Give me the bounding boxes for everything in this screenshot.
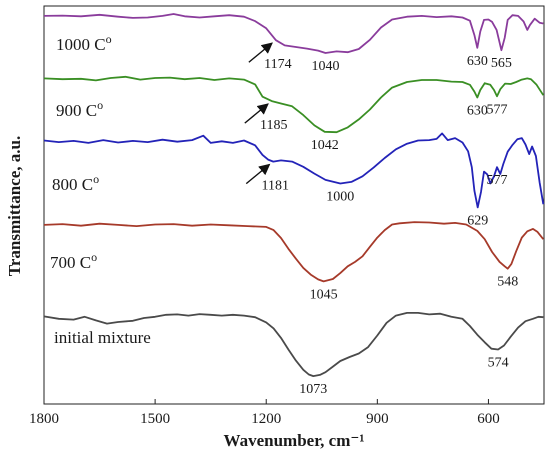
peak-label: 1000 <box>326 190 354 205</box>
peak-label: 630 <box>467 54 488 69</box>
series-label: 800 Co <box>52 172 99 194</box>
peak-label: 1042 <box>311 138 339 153</box>
series-label: 700 Co <box>50 250 97 272</box>
series-label: initial mixture <box>54 328 151 347</box>
peak-label: 1045 <box>310 287 338 302</box>
peak-arrow <box>248 42 273 63</box>
series-layer <box>43 13 545 377</box>
plot-border <box>43 5 545 405</box>
peak-label: 1185 <box>260 118 287 133</box>
peak-label: 630 <box>467 104 488 119</box>
series-line-1 <box>43 75 545 134</box>
peak-label: 1181 <box>262 179 289 194</box>
series-label: 900 Co <box>56 98 103 120</box>
x-tick-label: 1800 <box>29 411 59 427</box>
peak-arrow <box>245 163 271 185</box>
plot-frame <box>43 5 545 405</box>
x-tick-label: 900 <box>366 411 389 427</box>
peak-label: 1174 <box>264 57 291 72</box>
x-axis-title: Wavenumber, cm⁻¹ <box>224 431 365 450</box>
peak-label: 565 <box>491 56 512 71</box>
peak-label: 577 <box>486 173 507 188</box>
peak-label: 548 <box>497 275 518 290</box>
y-axis-title: Transmittance, a.u. <box>5 136 24 276</box>
series-line-3 <box>43 221 545 283</box>
peak-label: 577 <box>486 102 507 117</box>
x-tick-label: 600 <box>477 411 500 427</box>
x-axis: 1800 1500 1200 900 600 <box>29 399 500 427</box>
series-label-layer: 1000 Co 900 Co 800 Co 700 Co initial mixture <box>50 32 151 347</box>
peak-arrow <box>244 103 269 124</box>
x-tick-label: 1500 <box>140 411 170 427</box>
peak-label: 574 <box>488 355 509 370</box>
series-line-4 <box>43 312 544 377</box>
peak-label: 629 <box>467 213 488 228</box>
series-line-0 <box>43 13 544 54</box>
peak-label: 1040 <box>311 59 339 74</box>
peak-label: 1073 <box>299 382 327 397</box>
series-label: 1000 Co <box>56 32 112 54</box>
x-tick-label: 1200 <box>251 411 281 427</box>
peak-annotation-layer: 1174 1040 630 56511851042630577118110006295… <box>244 42 518 397</box>
series-line-2 <box>43 132 545 209</box>
